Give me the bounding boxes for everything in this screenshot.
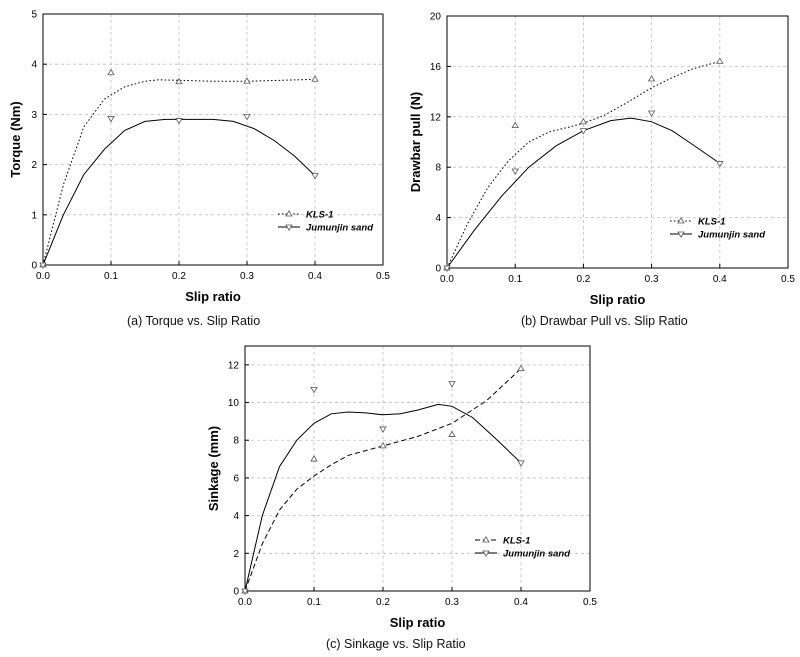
chart-b-series-jumunjin-point bbox=[716, 161, 724, 168]
chart-b-plot-frame bbox=[446, 15, 789, 269]
chart-c-y-tick-label: 12 bbox=[228, 360, 240, 371]
chart-b-y-tick-label: 16 bbox=[430, 62, 442, 73]
chart-c-y-tick-label: 10 bbox=[228, 398, 240, 409]
chart-b-series-kls1-line bbox=[446, 60, 720, 269]
chart-c-series-jumunjin-line bbox=[244, 403, 522, 592]
chart-a-y-tick-label: 1 bbox=[31, 210, 37, 221]
chart-c-series-kls1-line bbox=[244, 368, 522, 592]
chart-c-x-tick-label: 0.2 bbox=[376, 597, 390, 608]
chart-a-legend-label: Jumunjin sand bbox=[306, 223, 373, 234]
chart-c-plot-frame bbox=[244, 345, 591, 592]
chart-b-y-tick-label: 0 bbox=[435, 264, 441, 275]
chart-a-x-tick-label: 0.1 bbox=[104, 271, 118, 282]
chart-a-series-jumunjin-point bbox=[107, 116, 115, 123]
chart-c-x-tick-label: 0.1 bbox=[307, 597, 321, 608]
chart-c-series-kls1-point bbox=[448, 430, 456, 437]
chart-c-x-tick-label: 0.4 bbox=[514, 597, 528, 608]
chart-c-legend-label: KLS-1 bbox=[503, 536, 530, 547]
chart-b-x-tick-label: 0.3 bbox=[645, 274, 659, 285]
chart-a-series-jumunjin-point bbox=[175, 118, 183, 125]
chart-a-series-jumunjin-point bbox=[311, 173, 319, 180]
chart-b-legend-marker bbox=[677, 216, 685, 224]
chart-b-x-tick-label: 0.1 bbox=[508, 274, 522, 285]
chart-b-y-tick-label: 8 bbox=[435, 163, 441, 174]
chart-a-y-tick-label: 3 bbox=[31, 110, 37, 121]
chart-b-x-tick-label: 0.5 bbox=[781, 274, 795, 285]
caption-c: (c) Sinkage vs. Slip Ratio bbox=[326, 637, 466, 651]
chart-a-legend-label: KLS-1 bbox=[306, 210, 333, 221]
chart-b-series-jumunjin-point bbox=[443, 265, 451, 273]
chart-b-series-jumunjin-point bbox=[579, 128, 588, 135]
chart-c-y-axis-label: Sinkage (mm) bbox=[206, 426, 221, 511]
caption-b: (b) Drawbar Pull vs. Slip Ratio bbox=[521, 314, 688, 328]
chart-c-y-tick-label: 6 bbox=[233, 473, 239, 484]
chart-b-x-tick-label: 0.0 bbox=[440, 274, 454, 285]
chart-b-series-kls1-point bbox=[647, 74, 656, 82]
chart-a-series-kls1-point bbox=[311, 75, 319, 82]
chart-c-series-kls1-point bbox=[310, 455, 318, 462]
chart-b-legend-label: KLS-1 bbox=[698, 217, 725, 228]
chart-c-series-jumunjin-point bbox=[517, 460, 525, 467]
chart-b-x-tick-label: 0.2 bbox=[576, 274, 590, 285]
chart-c-x-tick-label: 0.3 bbox=[445, 597, 459, 608]
chart-b-y-axis-label: Drawbar pull (N) bbox=[408, 92, 423, 192]
chart-c-legend-marker bbox=[482, 535, 490, 543]
chart-b-y-tick-label: 20 bbox=[430, 12, 442, 23]
chart-a-series-jumunjin-line bbox=[42, 118, 316, 266]
chart-c-x-axis-label: Slip ratio bbox=[390, 615, 446, 630]
chart-b-series-jumunjin-line bbox=[446, 117, 721, 269]
caption-a: (a) Torque vs. Slip Ratio bbox=[127, 314, 261, 328]
chart-a-plot-frame bbox=[42, 13, 384, 266]
chart-a-x-tick-label: 0.4 bbox=[308, 271, 322, 282]
chart-b-series-kls1-point bbox=[579, 117, 588, 125]
chart-a-x-tick-label: 0.3 bbox=[240, 271, 254, 282]
chart-a-legend-marker bbox=[285, 209, 293, 217]
chart-c-series-kls1-point bbox=[379, 441, 387, 449]
chart-a-y-axis-label: Torque (Nm) bbox=[8, 101, 23, 177]
chart-a-x-tick-label: 0.5 bbox=[376, 271, 390, 282]
chart-c-y-tick-label: 8 bbox=[233, 436, 239, 447]
chart-c-y-tick-label: 2 bbox=[233, 549, 239, 560]
chart-c-series-jumunjin-point bbox=[379, 426, 387, 433]
chart-a-series-jumunjin-point bbox=[39, 262, 47, 270]
chart-c-x-tick-label: 0.0 bbox=[238, 597, 252, 608]
chart-c-series-jumunjin-point bbox=[241, 588, 249, 596]
chart-a-y-tick-label: 4 bbox=[31, 60, 37, 71]
chart-a-legend-marker bbox=[285, 224, 293, 232]
chart-c-legend-marker bbox=[482, 550, 490, 558]
chart-a-series-kls1-point bbox=[243, 77, 251, 84]
chart-b-y-tick-label: 4 bbox=[435, 213, 441, 224]
chart-c-y-tick-label: 0 bbox=[233, 587, 239, 598]
chart-b-series-jumunjin-point bbox=[647, 110, 656, 118]
chart-b-series-kls1-point bbox=[716, 57, 724, 64]
chart-a-x-tick-label: 0.2 bbox=[172, 271, 186, 282]
chart-b-x-axis-label: Slip ratio bbox=[590, 292, 646, 307]
chart-a-series-kls1-line bbox=[42, 78, 316, 266]
chart-b-series-jumunjin-point bbox=[511, 168, 519, 175]
chart-a-y-tick-label: 5 bbox=[31, 10, 37, 21]
chart-a-x-tick-label: 0.0 bbox=[36, 271, 50, 282]
chart-c-series-kls1-point bbox=[517, 364, 525, 372]
chart-c-legend-label: Jumunjin sand bbox=[503, 549, 570, 560]
chart-a-y-tick-label: 0 bbox=[31, 261, 37, 272]
chart-b-legend-marker bbox=[677, 231, 685, 239]
chart-a-series-kls1-point bbox=[175, 77, 183, 85]
chart-b-x-tick-label: 0.4 bbox=[713, 274, 727, 285]
chart-c-series-jumunjin-point bbox=[448, 381, 456, 388]
chart-b-series-kls1-point bbox=[511, 121, 519, 129]
chart-c-x-tick-label: 0.5 bbox=[583, 597, 597, 608]
chart-c-series-jumunjin-point bbox=[310, 386, 318, 394]
chart-a-y-tick-label: 2 bbox=[31, 160, 37, 171]
chart-a-x-axis-label: Slip ratio bbox=[185, 289, 241, 304]
chart-b-legend-label: Jumunjin sand bbox=[698, 230, 765, 241]
chart-a-series-jumunjin-point bbox=[243, 114, 251, 121]
chart-b-y-tick-label: 12 bbox=[430, 112, 442, 123]
chart-a-series-kls1-point bbox=[107, 68, 115, 76]
chart-c-y-tick-label: 4 bbox=[233, 511, 239, 522]
